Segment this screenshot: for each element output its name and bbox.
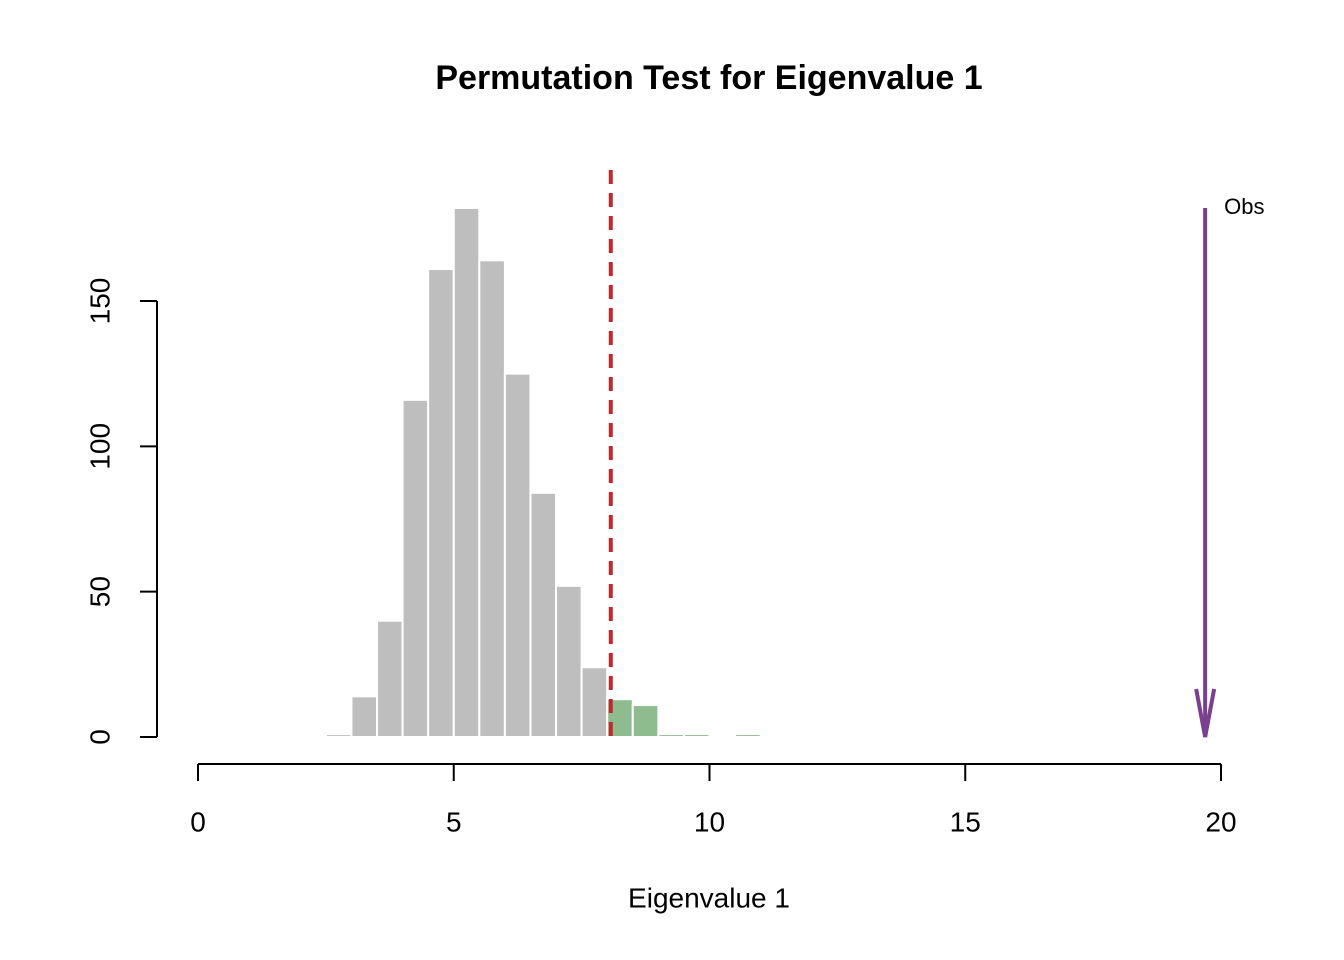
- bar: [631, 704, 660, 739]
- bar: [376, 619, 404, 739]
- x-axis-label: Eigenvalue 1: [628, 882, 790, 913]
- bar: [478, 259, 506, 738]
- bar: [324, 733, 353, 738]
- x-tick-label: 10: [694, 806, 725, 837]
- observed-label: Obs: [1224, 194, 1264, 219]
- x-tick-label: 0: [190, 806, 206, 837]
- bar: [401, 398, 430, 738]
- bar: [427, 268, 455, 738]
- bar: [529, 491, 558, 738]
- bar: [452, 206, 481, 738]
- y-tick-label: 150: [84, 278, 115, 325]
- bar: [580, 666, 609, 738]
- x-tick-label: 15: [950, 806, 981, 837]
- x-tick-label: 5: [446, 806, 462, 837]
- arrow-head: [1194, 688, 1217, 738]
- y-tick-label: 50: [84, 576, 115, 607]
- bar: [734, 733, 762, 738]
- y-tick-label: 100: [84, 423, 115, 470]
- chart-title: Permutation Test for Eigenvalue 1: [435, 59, 982, 97]
- bar: [350, 695, 379, 738]
- bar: [682, 733, 711, 738]
- bar: [555, 584, 583, 738]
- x-tick-label: 20: [1205, 806, 1236, 837]
- bar: [503, 372, 532, 738]
- y-tick-label: 0: [84, 729, 115, 745]
- bar: [657, 733, 685, 738]
